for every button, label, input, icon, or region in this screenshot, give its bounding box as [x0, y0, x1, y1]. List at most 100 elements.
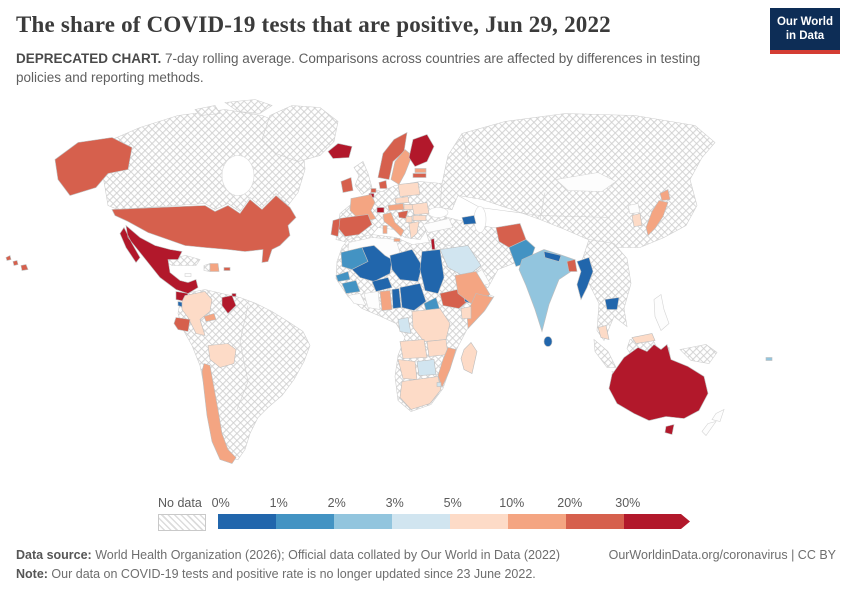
country-israel[interactable] — [430, 238, 436, 250]
country-south-africa[interactable] — [399, 376, 442, 410]
legend-segment-5-10%[interactable] — [450, 514, 508, 529]
country-colombia[interactable] — [181, 291, 213, 336]
country-zambia[interactable] — [426, 339, 449, 357]
legend-segment-20-30%[interactable] — [566, 514, 624, 529]
region-turkey[interactable] — [422, 218, 454, 233]
region-philippines[interactable] — [653, 293, 670, 331]
country-angola[interactable] — [399, 339, 428, 359]
country-poland[interactable] — [397, 182, 421, 197]
country-chad[interactable] — [419, 249, 445, 294]
country-ireland[interactable] — [340, 177, 354, 193]
country-fiji[interactable] — [765, 357, 773, 361]
country-puerto-rico[interactable] — [223, 267, 231, 271]
country-saudi-arabia[interactable] — [439, 245, 482, 278]
country-hawaii[interactable] — [5, 255, 29, 271]
region-sierra-leone-liberia[interactable] — [347, 293, 367, 306]
country-serbia[interactable] — [405, 216, 413, 223]
chart-subtitle: DEPRECATED CHART. 7-day rolling average.… — [16, 50, 736, 88]
country-guyana[interactable] — [221, 295, 237, 314]
country-norway[interactable] — [377, 131, 408, 180]
country-burkina-faso[interactable] — [371, 277, 393, 292]
country-myanmar[interactable] — [576, 257, 594, 301]
region-ivory-coast[interactable] — [363, 291, 381, 310]
country-estonia[interactable] — [414, 168, 427, 173]
country-uganda[interactable] — [460, 306, 472, 319]
country-alaska[interactable] — [54, 137, 133, 196]
country-ghana[interactable] — [379, 290, 393, 311]
note-label: Note: — [16, 567, 48, 582]
country-bolivia[interactable] — [207, 343, 237, 368]
region-haiti[interactable] — [203, 263, 211, 272]
legend-segment-3-5%[interactable] — [392, 514, 450, 529]
note-line: Note: Our data on COVID-19 tests and pos… — [16, 567, 536, 581]
country-niger[interactable] — [389, 249, 423, 282]
country-france[interactable] — [349, 194, 377, 223]
country-ecuador[interactable] — [173, 317, 191, 332]
country-south-korea[interactable] — [631, 213, 643, 227]
country-denmark[interactable] — [378, 180, 388, 189]
country-madagascar[interactable] — [460, 342, 478, 374]
subtitle-deprecated-label: DEPRECATED CHART. — [16, 51, 162, 66]
country-cambodia[interactable] — [604, 297, 620, 310]
region-arctic-islands[interactable] — [194, 99, 273, 116]
country-sri-lanka[interactable] — [543, 336, 553, 347]
region-north-korea[interactable] — [627, 203, 641, 214]
country-nepal[interactable] — [543, 251, 562, 262]
country-mali[interactable] — [351, 245, 393, 282]
country-azerbaijan[interactable] — [461, 215, 477, 225]
country-italy[interactable] — [382, 212, 405, 242]
legend-segment-0-1%[interactable] — [218, 514, 276, 529]
region-jamaica[interactable] — [184, 273, 192, 277]
country-portugal[interactable] — [330, 218, 341, 237]
legend-segment-1-2%[interactable] — [276, 514, 334, 529]
country-senegal[interactable] — [335, 271, 351, 282]
country-finland[interactable] — [408, 134, 435, 167]
hudson-bay — [221, 155, 255, 196]
country-iceland[interactable] — [327, 143, 353, 159]
country-botswana[interactable] — [416, 359, 437, 376]
country-switzerland[interactable] — [376, 207, 385, 213]
country-trinidad-and-tobago[interactable] — [231, 293, 237, 297]
legend-bar[interactable] — [218, 514, 696, 529]
country-panama[interactable] — [203, 313, 217, 322]
country-bangladesh[interactable] — [566, 259, 578, 272]
country-dominican-republic[interactable] — [209, 263, 220, 272]
country-bulgaria[interactable] — [412, 215, 427, 221]
caspian-sea — [473, 206, 487, 233]
country-chile[interactable] — [201, 363, 237, 464]
country-united-states[interactable] — [111, 195, 297, 263]
region-new-guinea[interactable] — [679, 344, 718, 364]
legend-tick-2%: 2% — [327, 496, 346, 510]
owid-logo[interactable]: Our World in Data — [770, 8, 840, 54]
legend-segment->30%[interactable] — [624, 514, 690, 529]
region-southeast-asia[interactable] — [580, 239, 632, 342]
country-india[interactable] — [518, 249, 575, 333]
country-greece[interactable] — [408, 221, 420, 240]
legend-no-data-swatch[interactable] — [158, 514, 206, 531]
legend-no-data-label: No data — [158, 496, 202, 510]
region-united-kingdom[interactable] — [353, 161, 373, 195]
region-new-zealand[interactable] — [701, 408, 725, 436]
country-nigeria[interactable] — [399, 283, 427, 311]
country-mexico[interactable] — [119, 224, 199, 294]
subtitle-text: 7-day rolling average. Comparisons acros… — [16, 51, 701, 85]
country-guinea[interactable] — [341, 280, 361, 294]
country-australia[interactable] — [608, 343, 709, 435]
country-japan[interactable] — [645, 189, 671, 237]
legend-segment-10-20%[interactable] — [508, 514, 566, 529]
country-gabon[interactable] — [397, 317, 412, 334]
region-mongolia[interactable] — [555, 172, 617, 192]
country-czechia[interactable] — [394, 196, 410, 204]
country-latvia[interactable] — [412, 173, 427, 178]
region-greenland[interactable] — [261, 105, 339, 162]
country-togo-benin[interactable] — [391, 288, 402, 309]
legend-segment-2-3%[interactable] — [334, 514, 392, 529]
region-sumatra[interactable] — [593, 338, 617, 368]
country-eswatini[interactable] — [436, 382, 442, 387]
country-mozambique[interactable] — [437, 347, 457, 389]
country-romania[interactable] — [411, 202, 430, 215]
owid-link[interactable]: OurWorldinData.org/coronavirus | CC BY — [608, 548, 836, 562]
country-malaysia[interactable] — [597, 325, 656, 344]
legend-tick-0%: 0% — [211, 496, 230, 510]
country-netherlands[interactable] — [370, 188, 377, 193]
